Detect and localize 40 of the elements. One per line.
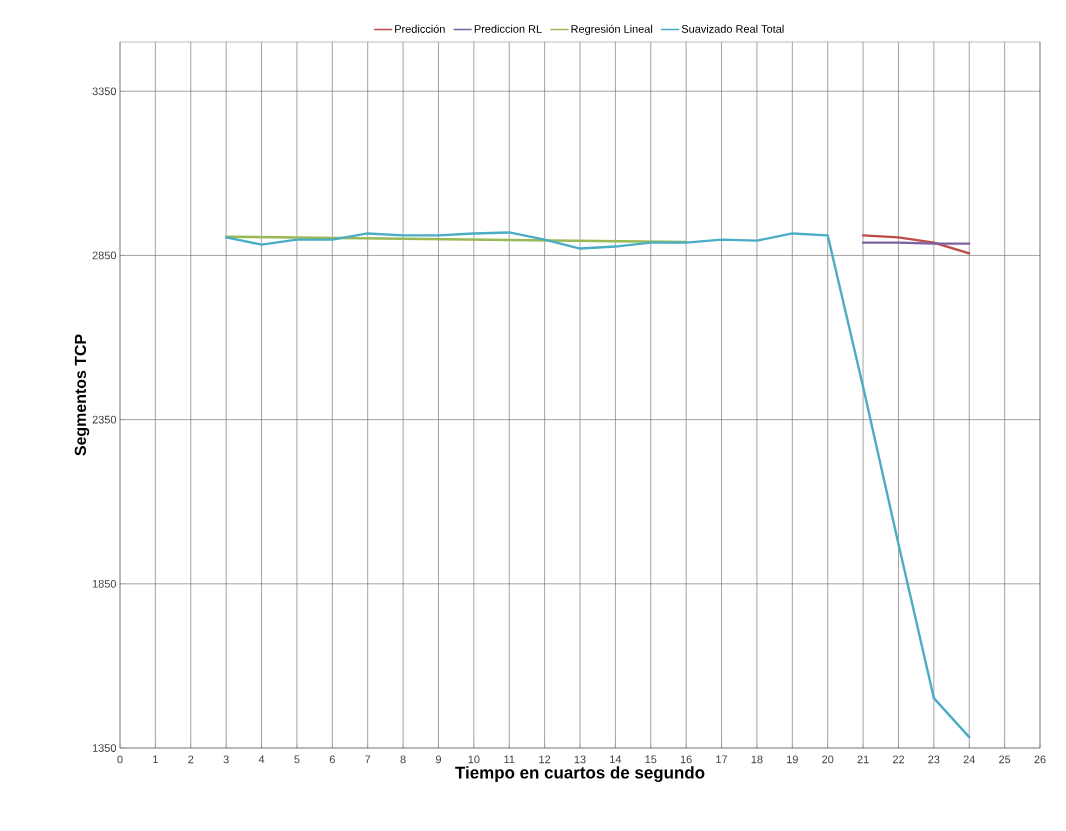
x-tick-label: 12 bbox=[539, 755, 551, 764]
y-tick-label: 3350 bbox=[92, 87, 117, 96]
x-tick-label: 14 bbox=[610, 755, 622, 764]
x-tick-label: 2 bbox=[188, 755, 194, 764]
y-tick-label: 1350 bbox=[92, 744, 117, 752]
x-tick-label: 6 bbox=[329, 755, 335, 764]
x-tick-label: 7 bbox=[365, 755, 371, 764]
x-tick-label: 11 bbox=[504, 755, 515, 764]
y-tick-label: 2350 bbox=[92, 415, 117, 424]
x-tick-label: 26 bbox=[1034, 755, 1046, 764]
legend-label: Regresión Lineal bbox=[571, 24, 653, 36]
legend-label: Prediccion RL bbox=[474, 24, 542, 33]
x-tick-label: 8 bbox=[400, 755, 406, 764]
x-tick-label: 1 bbox=[153, 755, 158, 764]
x-tick-label: 3 bbox=[223, 755, 229, 764]
x-tick-label: 18 bbox=[751, 755, 763, 764]
x-tick-label: 20 bbox=[822, 755, 834, 764]
x-tick-label: 5 bbox=[294, 755, 300, 764]
line-series bbox=[861, 234, 971, 255]
y-axis-title: Segmentos TCP bbox=[74, 334, 90, 456]
x-tick-label: 13 bbox=[574, 755, 586, 764]
x-tick-label: 10 bbox=[468, 755, 480, 764]
x-tick-label: 9 bbox=[435, 755, 441, 764]
y-tick-label: 2850 bbox=[92, 251, 117, 260]
x-tick-label: 17 bbox=[716, 755, 728, 764]
y-tick-label: 1850 bbox=[92, 579, 117, 588]
x-axis-title: Tiempo en cuartos de segundo bbox=[455, 766, 705, 782]
x-tick-label: 0 bbox=[117, 755, 123, 764]
legend-label: Suavizado Real Total bbox=[681, 24, 784, 33]
x-tick-label: 22 bbox=[892, 755, 905, 764]
x-tick-label: 15 bbox=[645, 755, 657, 764]
line-series bbox=[224, 231, 971, 739]
x-tick-label: 23 bbox=[928, 755, 940, 764]
x-tick-label: 21 bbox=[857, 755, 869, 764]
x-tick-label: 4 bbox=[258, 755, 265, 764]
x-tick-label: 25 bbox=[999, 755, 1011, 764]
x-tick-label: 16 bbox=[680, 755, 692, 764]
x-tick-label: 19 bbox=[787, 755, 798, 764]
x-tick-label: 24 bbox=[963, 755, 976, 764]
legend-label: Predicción bbox=[395, 24, 445, 33]
